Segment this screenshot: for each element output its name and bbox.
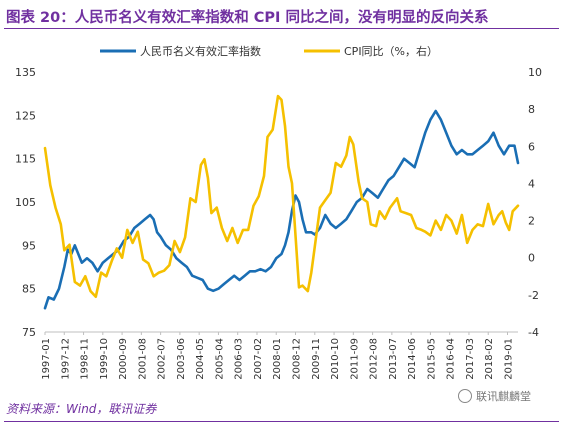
x-tick-label: 2015-05 [426, 338, 437, 380]
watermark-text: 联讯麒麟堂 [476, 390, 531, 403]
source-note: 资料来源：Wind，联讯证券 [6, 402, 157, 416]
x-tick-label: 2006-03 [234, 338, 245, 380]
y-right-tick-label: 10 [528, 66, 542, 79]
x-tick-label: 2000-09 [118, 338, 129, 380]
figure-title: 图表 20：人民币名义有效汇率指数和 CPI 同比之间，没有明显的反向关系 [6, 10, 489, 26]
x-tick-label: 2009-11 [311, 338, 322, 380]
series-line-neer [43, 109, 520, 310]
x-tick-label: 1997-01 [41, 338, 52, 380]
bottom-rule [4, 421, 559, 422]
wechat-logo-icon [458, 389, 472, 403]
y-left-tick-label: 105 [15, 196, 36, 209]
x-tick-label: 2008-01 [272, 338, 283, 380]
x-tick-label: 2002-07 [157, 338, 168, 380]
y-right-tick-label: 2 [528, 215, 535, 228]
y-left-tick-label: 75 [22, 326, 36, 339]
x-tick-label: 2014-06 [407, 338, 418, 380]
y-left-tick-label: 115 [15, 153, 36, 166]
y-right-tick-label: 6 [528, 140, 535, 153]
x-tick-label: 2017-03 [465, 338, 476, 380]
x-tick-label: 2003-06 [176, 338, 187, 380]
y-right-tick-label: 4 [528, 177, 535, 190]
x-tick-label: 2018-02 [484, 338, 495, 380]
y-right-tick-label: 0 [528, 252, 535, 265]
x-tick-label: 2011-09 [349, 338, 360, 380]
y-left-tick-label: 85 [22, 283, 36, 296]
title-rule [4, 28, 559, 29]
x-tick-label: 1999-10 [99, 338, 110, 380]
legend-item-neer-label: 人民币名义有效汇率指数 [140, 44, 261, 58]
watermark: 联讯麒麟堂 [458, 388, 531, 404]
y-right-tick-label: -4 [528, 326, 539, 339]
x-tick-label: 2010-10 [330, 338, 341, 380]
x-tick-label: 2012-08 [369, 338, 380, 380]
series-line-cpi [43, 94, 520, 298]
legend-item-cpi-label: CPI同比（%，右） [344, 44, 438, 58]
x-tick-label: 1997-12 [60, 338, 71, 380]
y-right-tick-label: 8 [528, 103, 535, 116]
x-tick-label: 1998-11 [80, 338, 91, 380]
x-tick-label: 2005-04 [214, 338, 225, 380]
x-tick-label: 2004-05 [195, 338, 206, 380]
y-right-tick-label: -2 [528, 289, 539, 302]
x-tick-label: 2019-01 [503, 338, 514, 380]
y-left-tick-label: 135 [15, 66, 36, 79]
y-left-tick-label: 95 [22, 239, 36, 252]
y-left-tick-label: 125 [15, 109, 36, 122]
x-tick-label: 2007-02 [253, 338, 264, 380]
x-tick-label: 2013-07 [388, 338, 399, 380]
x-tick-label: 2008-12 [292, 338, 303, 380]
x-tick-label: 2016-04 [446, 338, 457, 380]
x-tick-label: 2001-08 [137, 338, 148, 380]
